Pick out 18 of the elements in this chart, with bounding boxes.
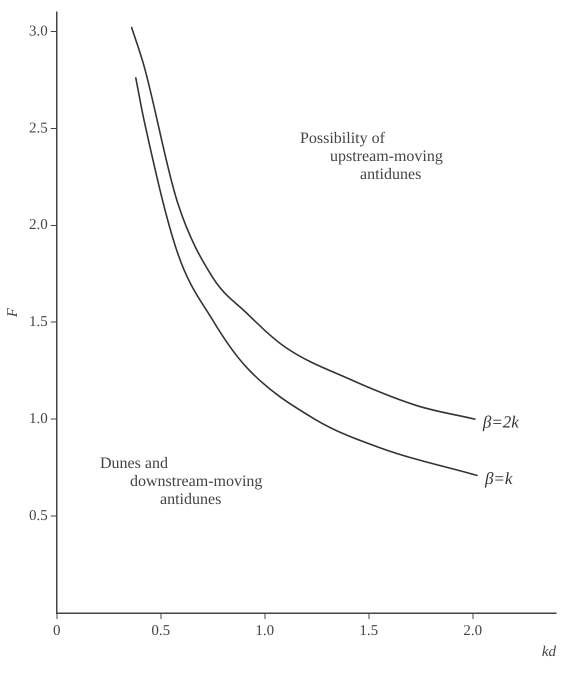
annotation: Possibility of upstream-moving antidunes <box>300 130 443 184</box>
series-label: β=2k <box>482 412 520 432</box>
x-axis-title: kd <box>542 644 556 660</box>
y-tick-label: 3.0 <box>29 23 48 40</box>
line-series <box>130 26 476 420</box>
y-tick-label: 0.5 <box>29 508 48 524</box>
y-tick-label: 1.0 <box>29 411 48 428</box>
x-tick-label: 0 <box>53 622 60 639</box>
series-label: β=k <box>484 468 513 488</box>
x-tick-label: 1.0 <box>255 622 274 639</box>
y-tick-label: 2.5 <box>29 120 48 136</box>
y-tick-label: 1.5 <box>29 314 48 330</box>
x-tick-label: 1.5 <box>359 622 378 639</box>
x-tick-label: 2.0 <box>463 622 482 639</box>
annotation: Dunes and downstream-moving antidunes <box>100 455 262 509</box>
x-tick-label: 0.5 <box>151 622 170 639</box>
y-tick-label: 2.0 <box>29 217 48 234</box>
y-axis-title: F <box>4 307 21 318</box>
